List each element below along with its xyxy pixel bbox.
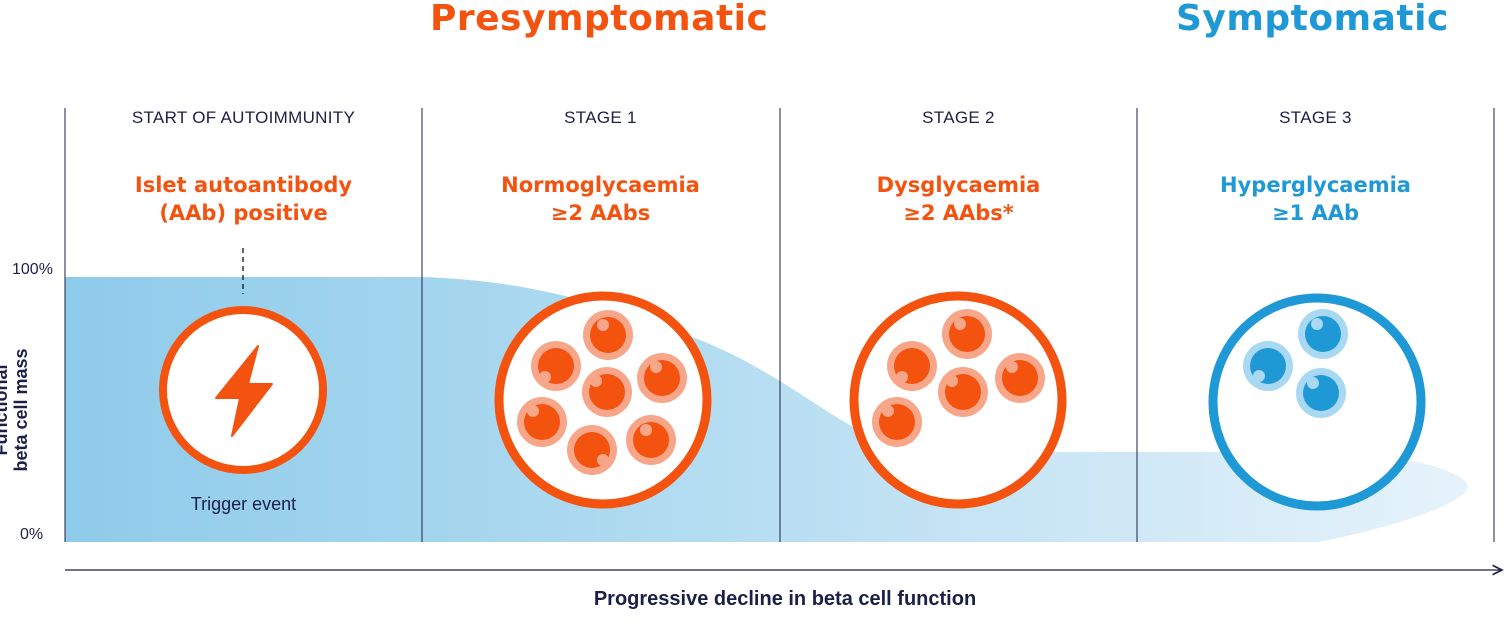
y-axis-label-line2: beta cell mass: [11, 348, 31, 472]
stage-desc-stage2: Dysglycaemia ≥2 AAbs*: [780, 171, 1137, 227]
beta-cell: [517, 397, 567, 447]
stage-desc-autoimmunity: Islet autoantibody (AAb) positive: [65, 171, 422, 227]
beta-cell: [1243, 341, 1293, 391]
beta-cell: [531, 341, 581, 391]
stage-label-autoimmunity: START OF AUTOIMMUNITY: [131, 108, 356, 127]
stage-desc-line2: ≥1 AAb: [1271, 201, 1360, 225]
y-axis-label: Functional beta cell mass: [0, 335, 31, 485]
stage-desc-line2: ≥2 AAbs*: [903, 201, 1014, 225]
beta-cell: [872, 397, 922, 447]
trigger-event-label: Trigger event: [190, 494, 297, 514]
beta-cell: [942, 309, 992, 359]
beta-cell: [567, 425, 617, 475]
stage-label-stage1: STAGE 1: [564, 108, 637, 127]
lightning-bolt-icon: [215, 345, 273, 437]
stage-desc-line1: Dysglycaemia: [876, 173, 1041, 197]
beta-cell: [1298, 309, 1348, 359]
x-axis-label: Progressive decline in beta cell functio…: [593, 588, 977, 610]
presymptomatic-heading: Presymptomatic: [430, 0, 769, 39]
stage-label-stage3: STAGE 3: [1279, 108, 1352, 127]
beta-cell: [887, 341, 937, 391]
stage-desc-line1: Islet autoantibody: [134, 173, 353, 197]
stage3-islet: [1208, 293, 1426, 511]
symptomatic-heading: Symptomatic: [1176, 0, 1449, 39]
y-tick-100: 100%: [12, 261, 53, 278]
beta-cell: [938, 367, 988, 417]
stage-desc-stage1: Normoglycaemia ≥2 AAbs: [422, 171, 779, 227]
y-axis-label-line1: Functional: [0, 364, 11, 456]
beta-cell: [1296, 368, 1346, 418]
stage-desc-line1: Normoglycaemia: [501, 173, 700, 197]
beta-cell: [583, 310, 633, 360]
stage-desc-stage3: Hyperglycaemia ≥1 AAb: [1137, 171, 1494, 227]
stage1-islet: [494, 291, 712, 509]
beta-cell: [626, 415, 676, 465]
beta-cell: [637, 353, 687, 403]
stage-desc-line1: Hyperglycaemia: [1220, 173, 1411, 197]
stage-desc-line2: (AAb) positive: [159, 201, 328, 225]
beta-cell-mass-area: [65, 277, 1469, 542]
stage-desc-line2: ≥2 AAbs: [550, 201, 651, 225]
beta-cell: [582, 367, 632, 417]
y-tick-0: 0%: [20, 526, 44, 543]
beta-cell: [995, 353, 1045, 403]
stage-label-stage2: STAGE 2: [922, 108, 995, 127]
stage2-islet: [849, 291, 1067, 509]
